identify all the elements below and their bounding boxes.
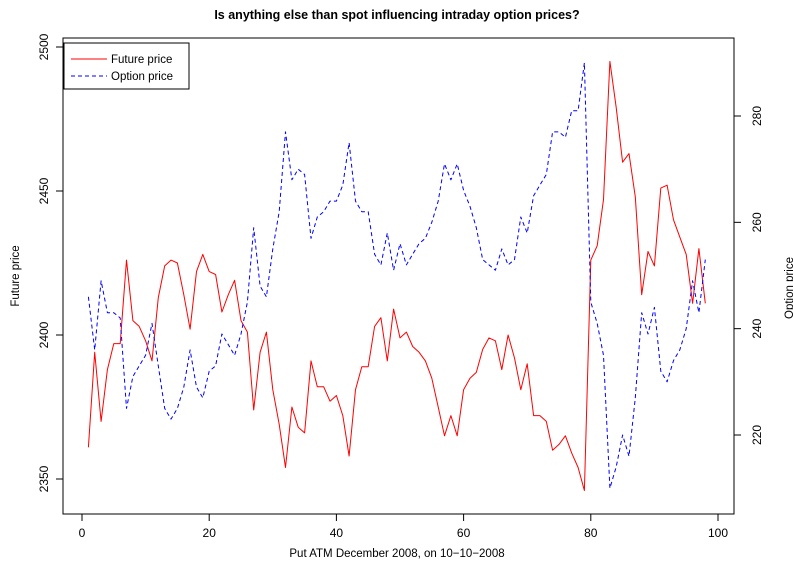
x-tick-label: 80 (584, 526, 598, 540)
legend-label-future: Future price (111, 54, 172, 66)
plot-frame (62, 37, 735, 515)
y-axis-left: 2350 2400 2450 2500 (37, 33, 64, 492)
x-tick-label: 60 (457, 526, 471, 540)
x-axis: 0 20 40 60 80 100 (79, 513, 728, 540)
series-line-option-price (87, 62, 706, 489)
x-tick-label: 20 (203, 526, 217, 540)
x-tick-label: 40 (330, 526, 344, 540)
chart-title: Is anything else than spot influencing i… (214, 8, 579, 22)
y-axis-left-label: Future price (10, 245, 22, 306)
legend: Future price Option price (63, 42, 190, 90)
x-tick-label: 0 (79, 526, 86, 540)
legend-label-option: Option price (111, 71, 173, 83)
y-right-tick-label: 240 (750, 318, 764, 338)
x-axis-label: Put ATM December 2008, on 10−10−2008 (289, 548, 504, 560)
y-left-tick-label: 2350 (37, 465, 51, 492)
y-right-tick-label: 280 (750, 106, 764, 126)
y-left-tick-label: 2450 (37, 177, 51, 204)
y-right-tick-label: 220 (750, 425, 764, 445)
y-axis-right: 220 240 260 280 (733, 106, 764, 445)
y-axis-right-label: Option price (784, 257, 793, 319)
series-line-future-price (87, 60, 706, 491)
y-left-tick-label: 2500 (37, 33, 51, 60)
legend-box (63, 42, 190, 90)
series-layer (87, 60, 706, 491)
y-left-tick-label: 2400 (37, 321, 51, 348)
x-tick-label: 100 (708, 526, 728, 540)
y-right-tick-label: 260 (750, 212, 764, 232)
